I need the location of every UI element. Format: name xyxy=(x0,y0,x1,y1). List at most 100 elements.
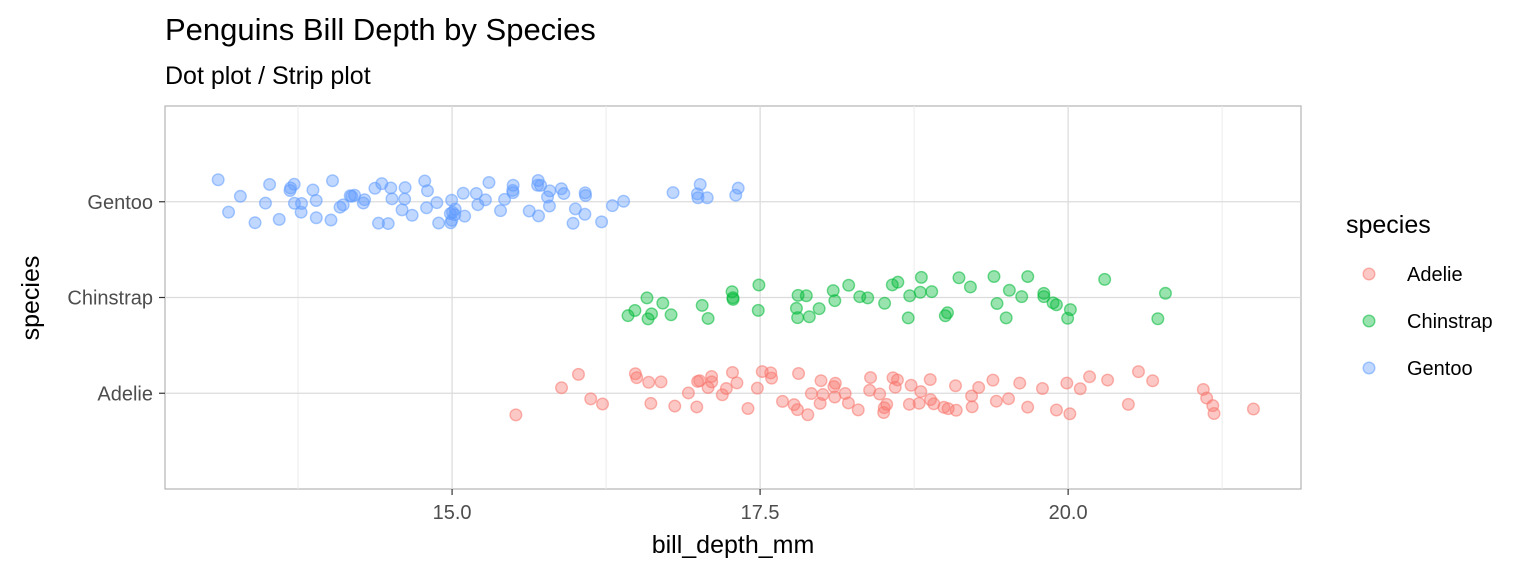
data-point-gentoo xyxy=(693,178,707,192)
data-point-adelie xyxy=(873,387,887,401)
legend-key-gentoo xyxy=(1362,361,1376,375)
data-point-adelie xyxy=(965,389,979,403)
data-point-chinstrap xyxy=(791,311,805,325)
x-tick-label: 20.0 xyxy=(1049,502,1088,524)
data-point-chinstrap xyxy=(1037,286,1051,300)
data-point-adelie xyxy=(1146,374,1160,388)
data-point-gentoo xyxy=(381,217,395,231)
data-point-chinstrap xyxy=(1098,272,1112,286)
data-point-adelie xyxy=(923,373,937,387)
data-point-gentoo xyxy=(222,205,236,219)
y-tick-label: Adelie xyxy=(97,383,153,405)
data-point-chinstrap xyxy=(913,285,927,299)
data-point-chinstrap xyxy=(695,298,709,312)
data-point-gentoo xyxy=(666,186,680,200)
data-point-adelie xyxy=(730,376,744,390)
x-tick-label: 17.5 xyxy=(741,502,780,524)
data-point-adelie xyxy=(886,371,900,385)
data-point-adelie xyxy=(790,403,804,417)
y-tick-label: Chinstrap xyxy=(67,288,153,310)
data-point-adelie xyxy=(949,379,963,393)
data-point-chinstrap xyxy=(914,270,928,284)
data-point-adelie xyxy=(877,401,891,415)
data-point-adelie xyxy=(814,374,828,388)
data-point-gentoo xyxy=(343,189,357,203)
data-point-adelie xyxy=(914,385,928,399)
data-point-chinstrap xyxy=(952,271,966,285)
legend-label-chinstrap: Chinstrap xyxy=(1407,311,1493,333)
data-point-adelie xyxy=(705,370,719,384)
data-point-adelie xyxy=(801,408,815,422)
data-point-chinstrap xyxy=(987,269,1001,283)
data-point-adelie xyxy=(1002,392,1016,406)
data-point-gentoo xyxy=(554,182,568,196)
legend-key-adelie xyxy=(1362,267,1376,281)
data-point-gentoo xyxy=(263,177,277,191)
data-point-gentoo xyxy=(258,196,272,210)
data-point-chinstrap xyxy=(799,289,813,303)
data-point-gentoo xyxy=(294,196,308,210)
data-point-adelie xyxy=(989,394,1003,408)
data-point-adelie xyxy=(681,386,695,400)
data-point-gentoo xyxy=(248,216,262,230)
data-point-adelie xyxy=(816,388,830,402)
data-point-gentoo xyxy=(578,186,592,200)
data-point-adelie xyxy=(584,392,598,406)
data-point-adelie xyxy=(644,396,658,410)
data-point-chinstrap xyxy=(878,296,892,310)
data-point-chinstrap xyxy=(812,302,826,316)
data-point-adelie xyxy=(864,371,878,385)
data-point-adelie xyxy=(1196,382,1210,396)
data-point-adelie xyxy=(1131,365,1145,379)
data-point-adelie xyxy=(1246,402,1260,416)
data-point-chinstrap xyxy=(751,303,765,317)
data-point-adelie xyxy=(1101,373,1115,387)
data-point-gentoo xyxy=(532,209,546,223)
data-point-chinstrap xyxy=(925,285,939,299)
data-point-chinstrap xyxy=(656,296,670,310)
legend: species Adelie Chinstrap Gentoo xyxy=(1346,211,1493,380)
data-point-gentoo xyxy=(432,216,446,230)
data-point-chinstrap xyxy=(1002,283,1016,297)
data-point-chinstrap xyxy=(641,312,655,326)
legend-label-gentoo: Gentoo xyxy=(1407,358,1473,380)
data-point-adelie xyxy=(628,367,642,381)
legend-label-adelie: Adelie xyxy=(1407,264,1463,286)
data-point-adelie xyxy=(1013,376,1027,390)
data-point-gentoo xyxy=(700,191,714,205)
data-point-chinstrap xyxy=(640,291,654,305)
data-point-gentoo xyxy=(478,193,492,207)
data-point-chinstrap xyxy=(901,311,915,325)
chart-title: Penguins Bill Depth by Species xyxy=(165,12,596,47)
data-point-adelie xyxy=(1035,382,1049,396)
chart-subtitle: Dot plot / Strip plot xyxy=(165,62,371,90)
legend-key-chinstrap xyxy=(1362,314,1376,328)
data-point-gentoo xyxy=(326,174,340,188)
data-point-chinstrap xyxy=(1158,286,1172,300)
data-point-gentoo xyxy=(384,181,398,195)
data-point-adelie xyxy=(509,408,523,422)
data-point-adelie xyxy=(776,394,790,408)
data-point-gentoo xyxy=(324,213,338,227)
data-point-chinstrap xyxy=(1046,296,1060,310)
data-points xyxy=(211,173,1260,422)
data-point-adelie xyxy=(841,396,855,410)
data-point-chinstrap xyxy=(701,311,715,325)
data-point-gentoo xyxy=(358,193,372,207)
data-point-chinstrap xyxy=(861,291,875,305)
legend-title: species xyxy=(1346,211,1431,239)
data-point-gentoo xyxy=(333,200,347,214)
data-point-adelie xyxy=(654,375,668,389)
data-point-adelie xyxy=(965,400,979,414)
data-point-adelie xyxy=(1060,376,1074,390)
data-point-gentoo xyxy=(494,204,508,218)
data-point-gentoo xyxy=(566,216,580,230)
data-point-adelie xyxy=(986,373,1000,387)
data-point-chinstrap xyxy=(938,309,952,323)
axis-ticks: 15.0 17.5 20.0 Adelie Chinstrap Gentoo xyxy=(67,192,1087,524)
data-point-gentoo xyxy=(578,207,592,221)
y-axis-title: species xyxy=(17,256,45,341)
data-point-gentoo xyxy=(272,212,286,226)
